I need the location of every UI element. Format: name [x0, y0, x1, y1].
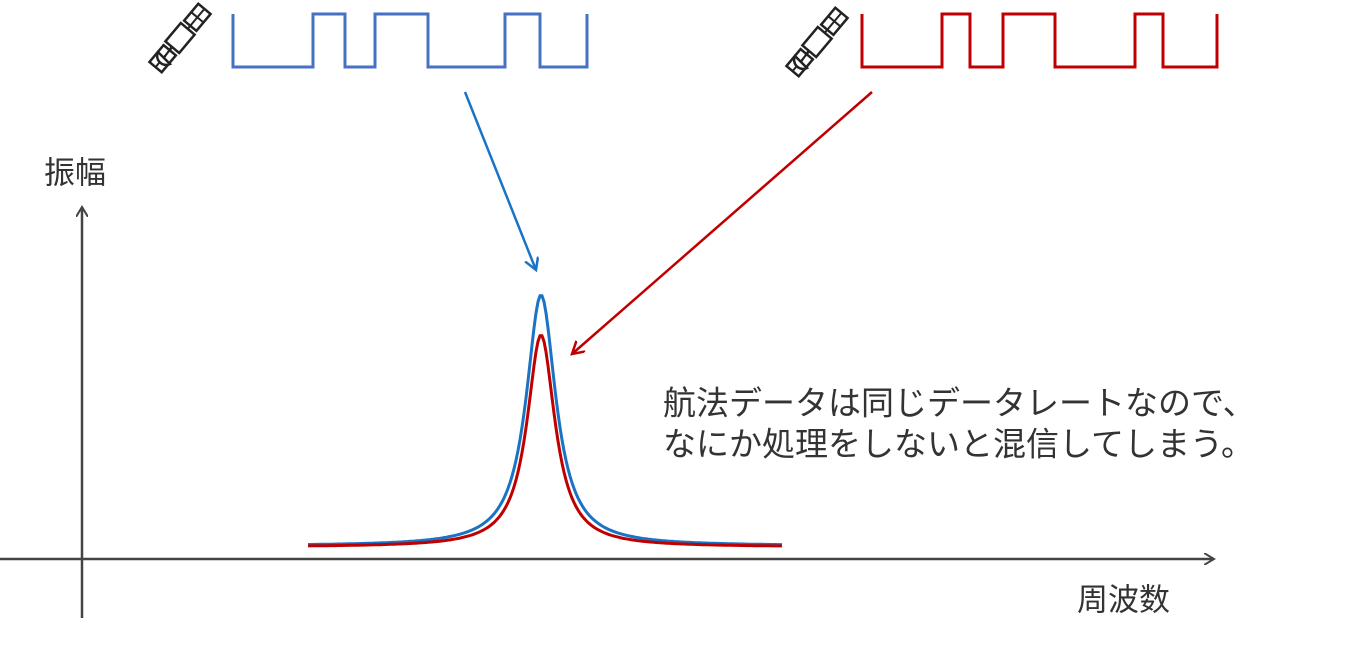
arrow	[463, 91, 536, 270]
square-wave	[231, 12, 589, 69]
y-axis-label: 振幅	[44, 156, 106, 192]
annotation: なにか処理をしないと混信してしまう。	[663, 425, 1254, 464]
satellite-icon	[147, 1, 213, 75]
spectrum-peak	[308, 294, 782, 547]
x-axis-label: 周波数	[1077, 583, 1170, 619]
annotation: 航法データは同じデータレートなので、	[663, 384, 1256, 423]
spectrum-peak	[308, 334, 783, 548]
arrow	[572, 91, 873, 354]
square-wave	[860, 12, 1219, 69]
satellite-icon	[784, 5, 850, 79]
